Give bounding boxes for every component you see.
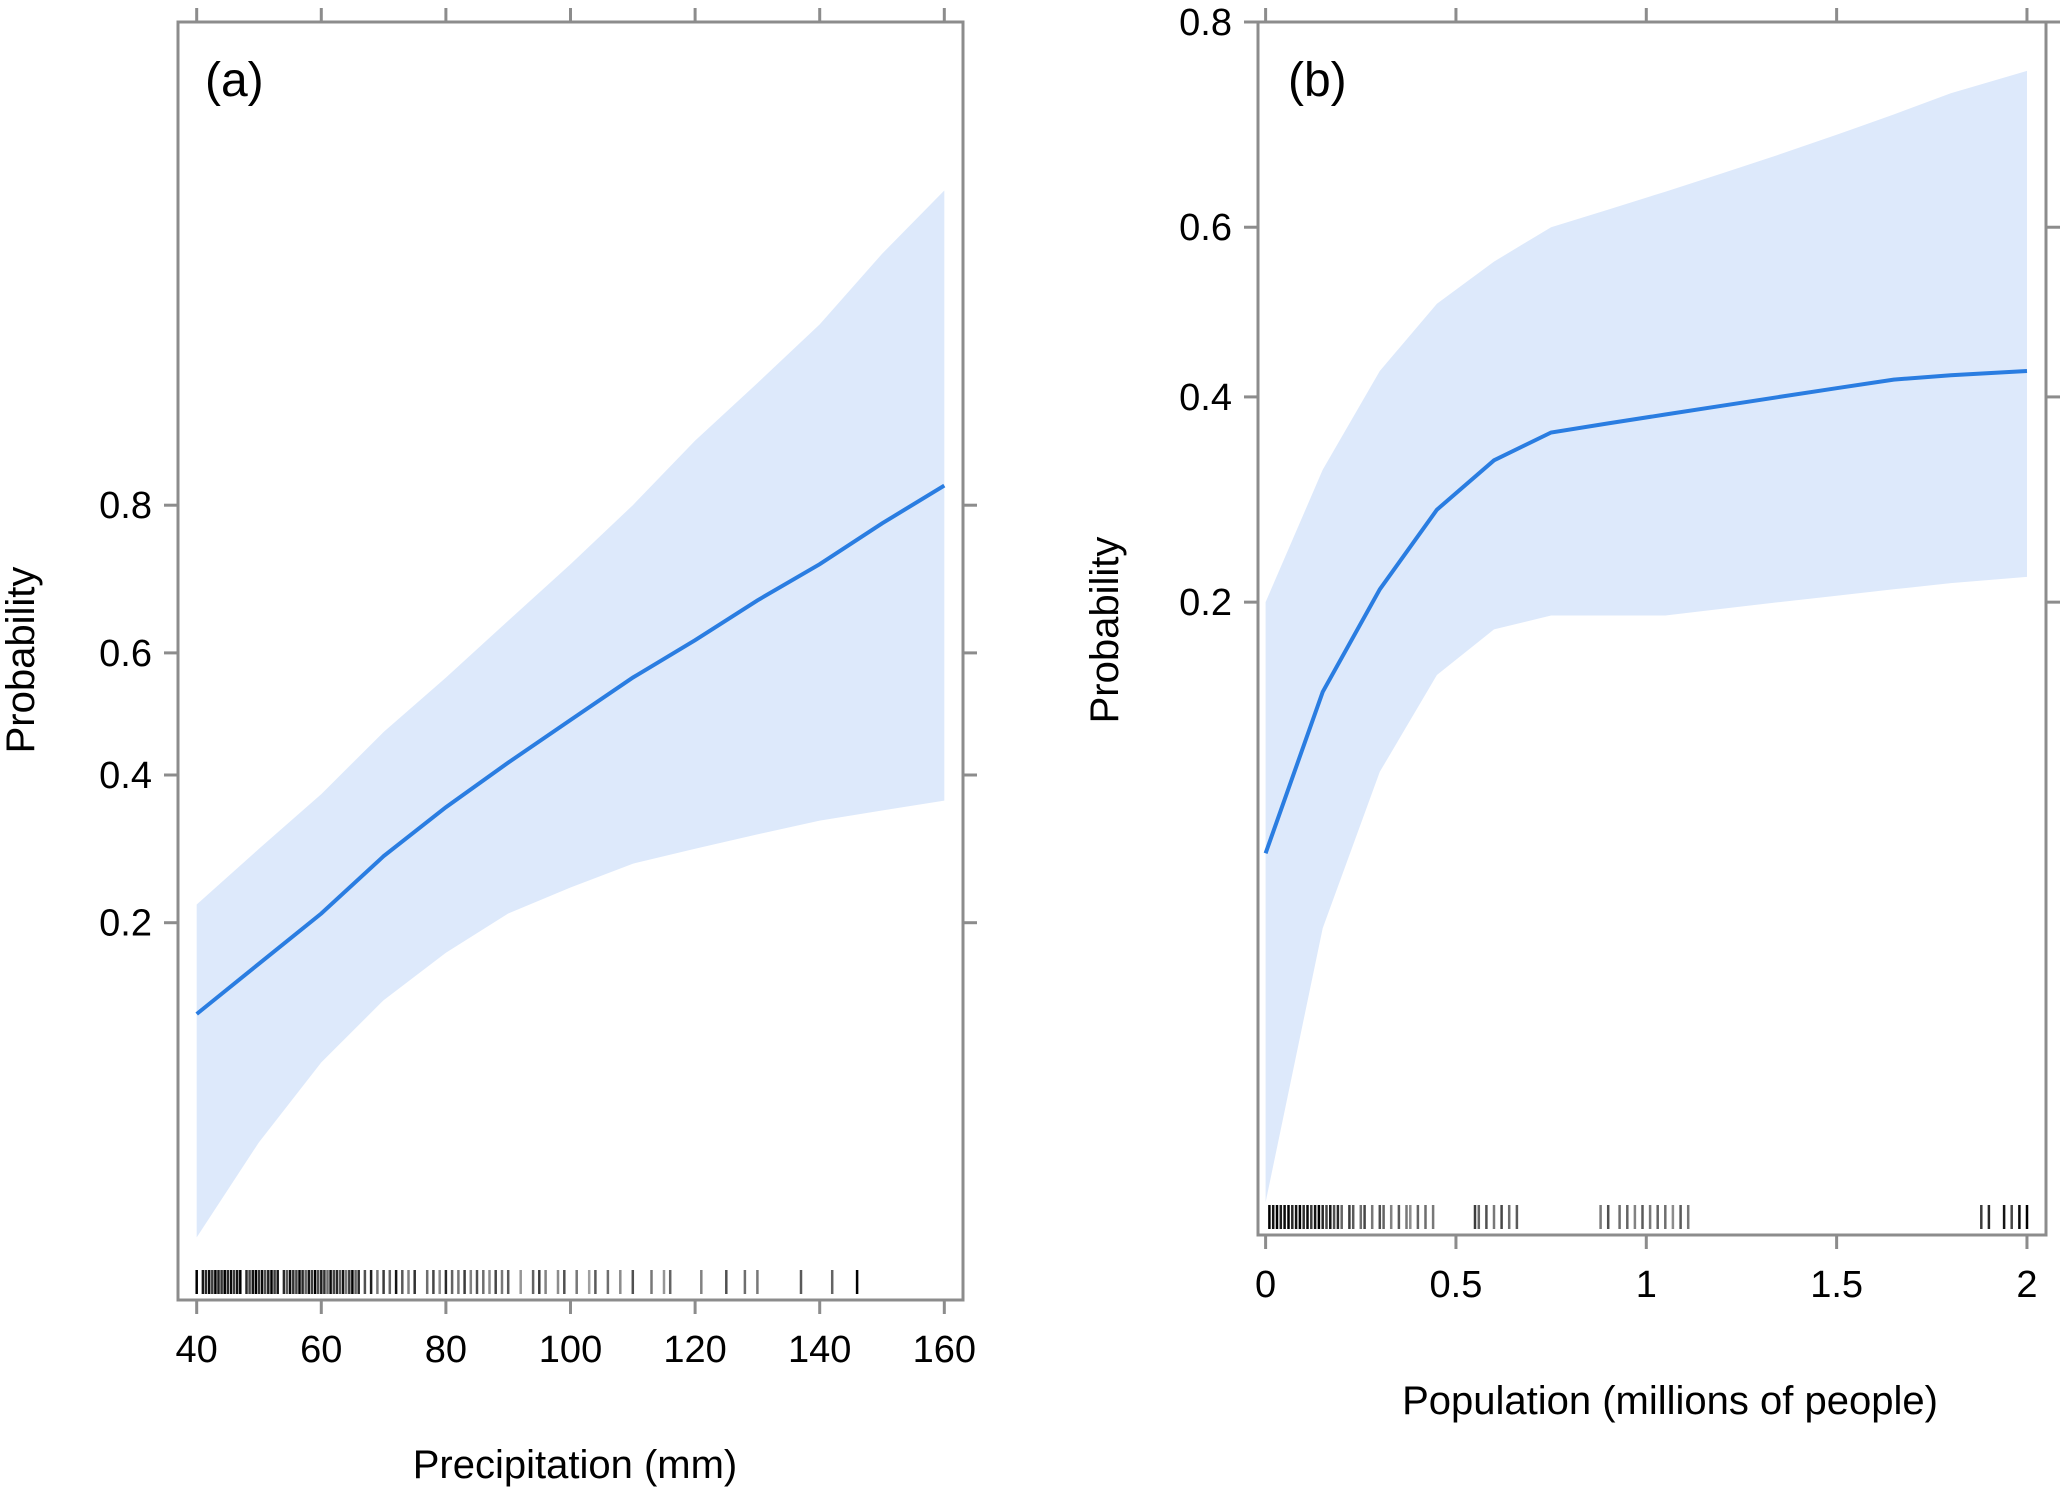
x-axis: 0 0.5 1 1.5 2 (1255, 8, 2038, 1306)
x-tick-label: 140 (788, 1329, 851, 1371)
confidence-band (196, 190, 945, 1238)
x-tick-label: 1.5 (1810, 1264, 1863, 1306)
probability-line (195, 483, 946, 1016)
x-tick-label: 160 (913, 1329, 976, 1371)
x-axis-label: Precipitation (mm) (413, 1443, 738, 1487)
panel-a: 40 60 80 100 120 140 160 0.2 0.4 0.6 0.8 (a) Prec… (0, 8, 977, 1487)
y-tick-label: 0.4 (99, 755, 152, 797)
x-tick-label: 1 (1636, 1264, 1657, 1306)
rug-plot (1268, 1205, 2029, 1229)
y-axis-label: Probability (1083, 537, 1127, 724)
panel-b: 0 0.5 1 1.5 2 0.2 0.4 0.6 0.8 (b) Population (m… (1083, 2, 2060, 1423)
x-tick-label: 40 (176, 1329, 218, 1371)
y-axis-label: Probability (0, 567, 43, 754)
x-tick-label: 120 (663, 1329, 726, 1371)
y-tick-label: 0.6 (99, 633, 152, 675)
probability-line (1263, 369, 2028, 854)
panel-label: (a) (205, 54, 264, 107)
panel-label: (b) (1288, 54, 1347, 107)
y-axis: 0.2 0.4 0.6 0.8 (99, 485, 977, 945)
y-tick-label: 0.4 (1179, 377, 1232, 419)
y-tick-label: 0.2 (99, 903, 152, 945)
y-axis: 0.2 0.4 0.6 0.8 (1179, 2, 2060, 624)
x-axis: 40 60 80 100 120 140 160 (176, 8, 976, 1371)
rug-plot (195, 1270, 859, 1294)
y-tick-label: 0.2 (1179, 582, 1232, 624)
x-tick-label: 60 (300, 1329, 342, 1371)
plot-frame (1256, 20, 2048, 1237)
y-tick-label: 0.8 (99, 485, 152, 527)
x-tick-label: 0.5 (1430, 1264, 1483, 1306)
y-tick-label: 0.6 (1179, 207, 1232, 249)
x-tick-label: 80 (425, 1329, 467, 1371)
x-tick-label: 0 (1255, 1264, 1276, 1306)
confidence-band (1265, 70, 2027, 1203)
x-tick-label: 2 (2016, 1264, 2037, 1306)
x-tick-label: 100 (539, 1329, 602, 1371)
x-axis-label: Population (millions of people) (1402, 1379, 1938, 1423)
y-tick-label: 0.8 (1179, 2, 1232, 44)
